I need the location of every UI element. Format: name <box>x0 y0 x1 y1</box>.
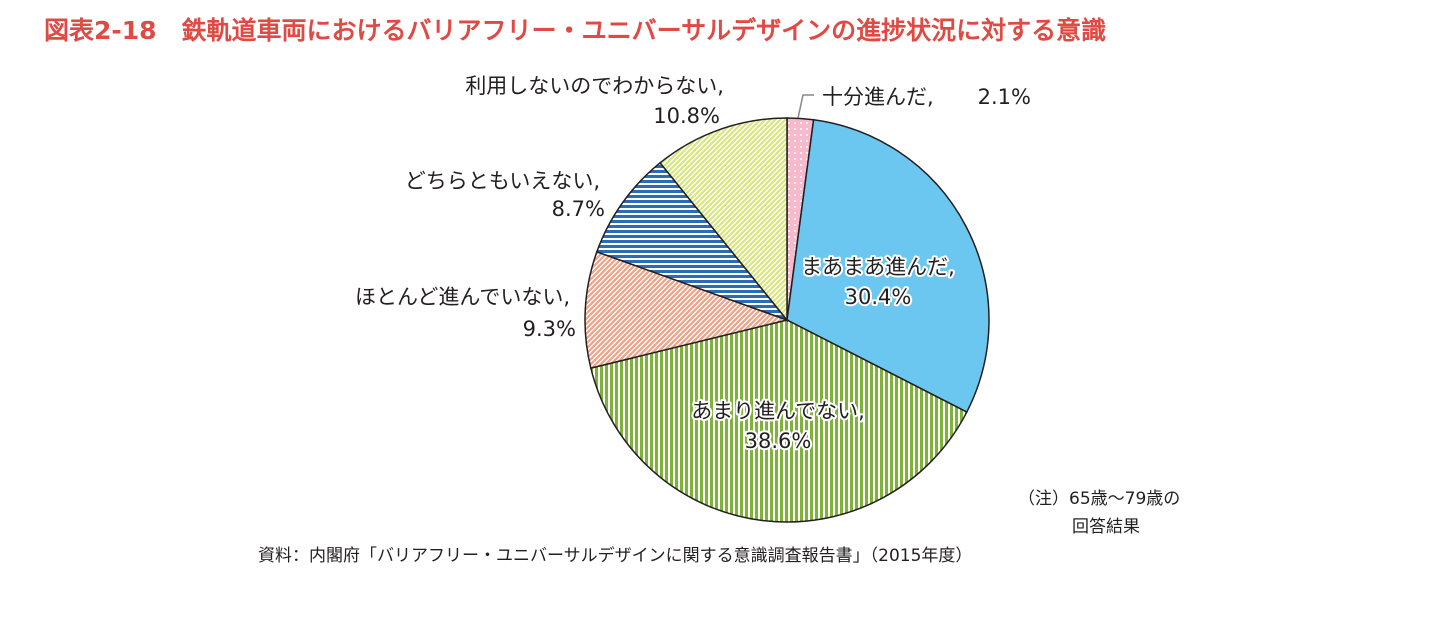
note: （注）65歳～79歳の <box>1018 489 1180 509</box>
value-label: 2.1% <box>978 85 1031 109</box>
value-label: 30.4% <box>845 285 912 309</box>
value-label: 10.8% <box>653 104 720 128</box>
slice-label: ほとんど進んでいない, <box>355 285 570 309</box>
pie-slice <box>584 250 790 370</box>
chart-title: 図表2-18 鉄軌道車両におけるバリアフリー・ユニバーサルデザインの進捗状況に対… <box>44 16 1106 45</box>
slice-label: あまり進んでない, <box>691 399 865 423</box>
slice-label: 十分進んだ, <box>822 85 934 109</box>
slice-label: まあまあ進んだ, <box>801 255 955 279</box>
value-label: 8.7% <box>552 197 605 221</box>
value-label: 9.3% <box>523 317 576 341</box>
source: 資料：内閣府「バリアフリー・ユニバーサルデザインに関する意識調査報告書」（201… <box>258 545 972 566</box>
pie-slice <box>659 117 788 323</box>
slice-label: どちらともいえない, <box>405 169 600 193</box>
pie-slice <box>786 118 990 414</box>
pie-slice <box>595 161 790 322</box>
note: 回答結果 <box>1072 517 1140 537</box>
value-label: 38.6% <box>745 429 812 453</box>
slice-label: 利用しないのでわからない, <box>465 74 724 98</box>
pie-slice <box>589 319 968 523</box>
leader-line <box>797 94 814 119</box>
